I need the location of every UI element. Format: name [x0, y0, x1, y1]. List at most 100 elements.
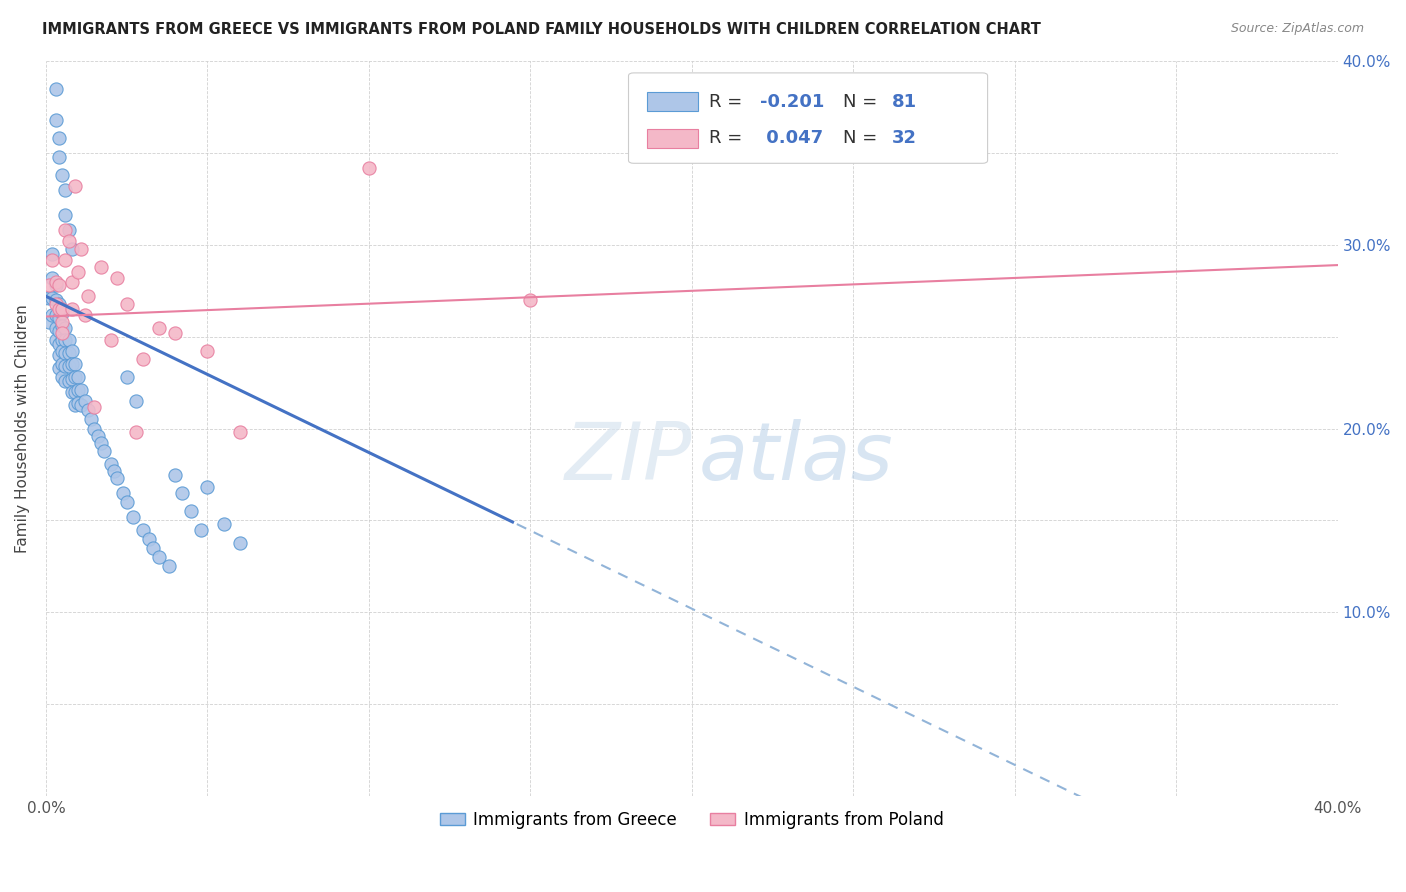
Point	[51, 326, 73, 340]
Point	[45, 278, 67, 293]
Point	[45, 81, 67, 95]
Point	[48, 361, 70, 376]
Point	[51, 357, 73, 371]
Point	[38, 278, 60, 293]
Point	[51, 302, 73, 317]
Point	[58, 374, 80, 388]
Point	[93, 443, 115, 458]
Text: R =: R =	[709, 129, 748, 147]
Point	[70, 398, 93, 412]
Point	[63, 179, 86, 194]
Point	[67, 383, 90, 397]
Point	[197, 344, 219, 359]
Point	[51, 334, 73, 348]
Point	[45, 112, 67, 127]
Point	[86, 429, 108, 443]
Point	[45, 275, 67, 289]
Point	[122, 509, 145, 524]
Point	[60, 372, 83, 386]
FancyBboxPatch shape	[628, 73, 987, 163]
Text: 32: 32	[891, 129, 917, 147]
Point	[115, 370, 138, 384]
Point	[53, 320, 76, 334]
Point	[100, 457, 122, 471]
Point	[60, 384, 83, 399]
Point	[48, 150, 70, 164]
Point	[41, 247, 63, 261]
Point	[53, 374, 76, 388]
Point	[63, 384, 86, 399]
Point	[103, 464, 125, 478]
Point	[83, 422, 105, 436]
Point	[228, 535, 250, 549]
Point	[125, 394, 148, 409]
Point	[48, 348, 70, 362]
Point	[115, 296, 138, 310]
Point	[51, 318, 73, 333]
Point	[83, 400, 105, 414]
Point	[51, 370, 73, 384]
Point	[48, 311, 70, 326]
Point	[357, 161, 380, 175]
Point	[67, 396, 90, 410]
Point	[70, 383, 93, 397]
Point	[212, 517, 235, 532]
Point	[73, 394, 96, 409]
Point	[58, 359, 80, 373]
Point	[148, 550, 170, 565]
Point	[180, 504, 202, 518]
Point	[45, 334, 67, 348]
Point	[148, 320, 170, 334]
Point	[41, 291, 63, 305]
Point	[105, 471, 128, 485]
Point	[63, 398, 86, 412]
Point	[170, 486, 193, 500]
Point	[60, 344, 83, 359]
Text: N =: N =	[844, 93, 883, 111]
Point	[41, 271, 63, 285]
Point	[519, 293, 541, 307]
Point	[115, 495, 138, 509]
Point	[157, 559, 180, 574]
Point	[105, 271, 128, 285]
Point	[60, 357, 83, 371]
Point	[58, 346, 80, 360]
Y-axis label: Family Households with Children: Family Households with Children	[15, 304, 30, 553]
Point	[132, 523, 155, 537]
Point	[51, 315, 73, 329]
Point	[45, 293, 67, 307]
Point	[132, 351, 155, 366]
Point	[41, 308, 63, 322]
Point	[77, 289, 100, 303]
Point	[190, 523, 212, 537]
Point	[197, 480, 219, 494]
Point	[60, 275, 83, 289]
Point	[48, 324, 70, 338]
Point	[53, 209, 76, 223]
Point	[53, 359, 76, 373]
Text: 81: 81	[891, 93, 917, 111]
Point	[48, 337, 70, 351]
Point	[58, 234, 80, 248]
Point	[48, 302, 70, 317]
Point	[48, 278, 70, 293]
Text: IMMIGRANTS FROM GREECE VS IMMIGRANTS FROM POLAND FAMILY HOUSEHOLDS WITH CHILDREN: IMMIGRANTS FROM GREECE VS IMMIGRANTS FRO…	[42, 22, 1040, 37]
Point	[38, 291, 60, 305]
Point	[228, 425, 250, 440]
Text: ZIP: ZIP	[564, 419, 692, 497]
Point	[60, 242, 83, 256]
Point	[48, 131, 70, 145]
Point	[67, 265, 90, 279]
Text: -0.201: -0.201	[761, 93, 825, 111]
FancyBboxPatch shape	[647, 128, 699, 148]
Point	[53, 346, 76, 360]
Point	[138, 532, 160, 546]
Point	[51, 168, 73, 182]
Point	[45, 308, 67, 322]
Point	[63, 357, 86, 371]
Point	[45, 320, 67, 334]
Point	[58, 334, 80, 348]
Point	[53, 223, 76, 237]
Point	[41, 252, 63, 267]
Text: N =: N =	[844, 129, 883, 147]
